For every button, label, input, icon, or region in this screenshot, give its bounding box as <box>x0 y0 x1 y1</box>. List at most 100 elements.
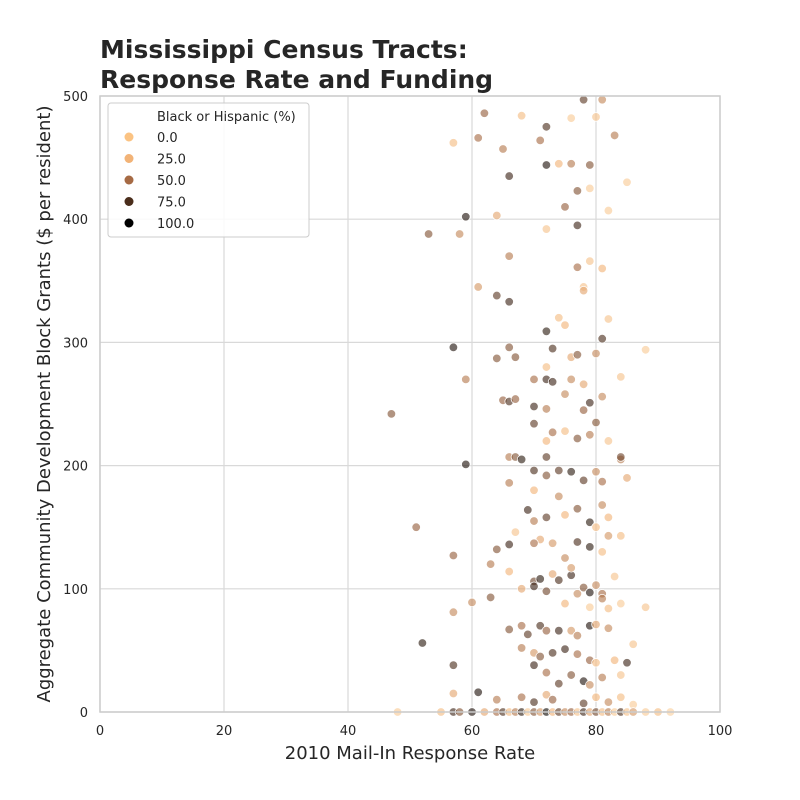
legend-marker <box>124 154 134 163</box>
data-point <box>578 475 589 486</box>
data-point <box>622 177 632 187</box>
data-point <box>473 687 483 697</box>
data-point <box>448 688 459 699</box>
x-tick-label: 20 <box>216 724 233 739</box>
data-point <box>585 183 595 194</box>
data-point <box>541 690 552 700</box>
data-point <box>585 517 595 527</box>
data-point <box>461 374 471 385</box>
data-point <box>529 538 539 548</box>
data-point <box>591 467 601 477</box>
data-point <box>504 171 514 181</box>
data-point <box>603 314 614 324</box>
data-point <box>541 436 552 446</box>
data-point <box>585 256 595 266</box>
data-point <box>448 607 459 617</box>
data-point <box>616 531 626 541</box>
data-point <box>523 505 533 515</box>
data-point <box>504 478 514 488</box>
data-point <box>504 539 514 550</box>
data-point <box>591 580 601 590</box>
legend-marker <box>124 132 134 142</box>
data-point <box>566 670 576 680</box>
data-point <box>541 667 552 678</box>
data-point <box>485 592 496 603</box>
data-point <box>467 597 477 608</box>
data-point <box>510 352 521 362</box>
data-point <box>616 692 626 702</box>
data-point <box>572 262 583 272</box>
y-tick-labels: 0 100 200 300 400 500 <box>63 90 88 721</box>
data-point <box>529 516 539 526</box>
data-point <box>591 522 601 532</box>
data-point <box>603 603 614 614</box>
data-point <box>504 342 514 353</box>
data-point <box>547 343 558 354</box>
data-point <box>535 135 545 146</box>
data-point <box>560 202 570 212</box>
data-point <box>541 470 552 481</box>
data-point <box>603 512 614 523</box>
legend-label: 0.0 <box>157 131 178 146</box>
data-point <box>504 251 514 261</box>
x-axis-label: 2010 Mail-In Response Rate <box>285 743 535 764</box>
data-point <box>566 113 576 123</box>
data-point <box>529 697 539 707</box>
data-point <box>572 220 583 231</box>
data-point <box>448 660 459 670</box>
x-tick-labels: 0 20 40 60 80 100 <box>96 724 733 739</box>
data-point <box>498 144 508 154</box>
y-tick-label: 100 <box>63 583 88 598</box>
data-point <box>603 623 614 633</box>
data-point <box>492 290 502 301</box>
data-point <box>585 680 595 690</box>
data-point <box>609 571 620 582</box>
data-point <box>529 660 539 670</box>
y-tick-label: 400 <box>63 213 88 228</box>
data-point <box>510 394 521 404</box>
data-point <box>461 212 471 222</box>
data-point <box>585 160 595 170</box>
data-point <box>603 697 614 707</box>
data-point <box>566 625 576 636</box>
data-point <box>516 692 527 702</box>
data-point <box>560 644 570 654</box>
data-point <box>547 648 558 658</box>
data-point <box>554 625 564 636</box>
y-tick-label: 300 <box>63 336 88 351</box>
y-tick-label: 200 <box>63 460 88 475</box>
data-point <box>448 342 459 353</box>
data-point <box>448 550 459 561</box>
legend: Black or Hispanic (%) 0.0 25.0 50.0 75.0 100… <box>107 102 310 238</box>
data-point <box>535 621 545 631</box>
data-point <box>591 112 601 122</box>
data-point <box>547 694 558 705</box>
legend-marker <box>124 218 134 228</box>
data-point <box>578 285 589 296</box>
data-point <box>448 138 459 148</box>
data-points <box>386 94 676 717</box>
data-point <box>492 544 502 555</box>
data-point <box>411 522 421 532</box>
legend-marker <box>124 175 134 185</box>
data-point <box>529 465 539 476</box>
x-tick-label: 60 <box>464 724 481 739</box>
data-point <box>485 559 496 569</box>
data-point <box>585 587 595 598</box>
data-point <box>554 575 564 585</box>
data-point <box>585 542 595 552</box>
data-point <box>597 263 607 274</box>
data-point <box>616 372 626 382</box>
data-point <box>516 454 527 465</box>
data-point <box>591 692 601 702</box>
data-point <box>560 598 570 609</box>
data-point <box>591 348 601 359</box>
data-point <box>585 398 595 408</box>
data-point <box>535 574 545 584</box>
data-point <box>622 473 632 483</box>
data-point <box>529 485 539 495</box>
data-point <box>554 159 564 169</box>
data-point <box>616 670 626 680</box>
data-point <box>609 130 620 141</box>
data-point <box>572 433 583 444</box>
